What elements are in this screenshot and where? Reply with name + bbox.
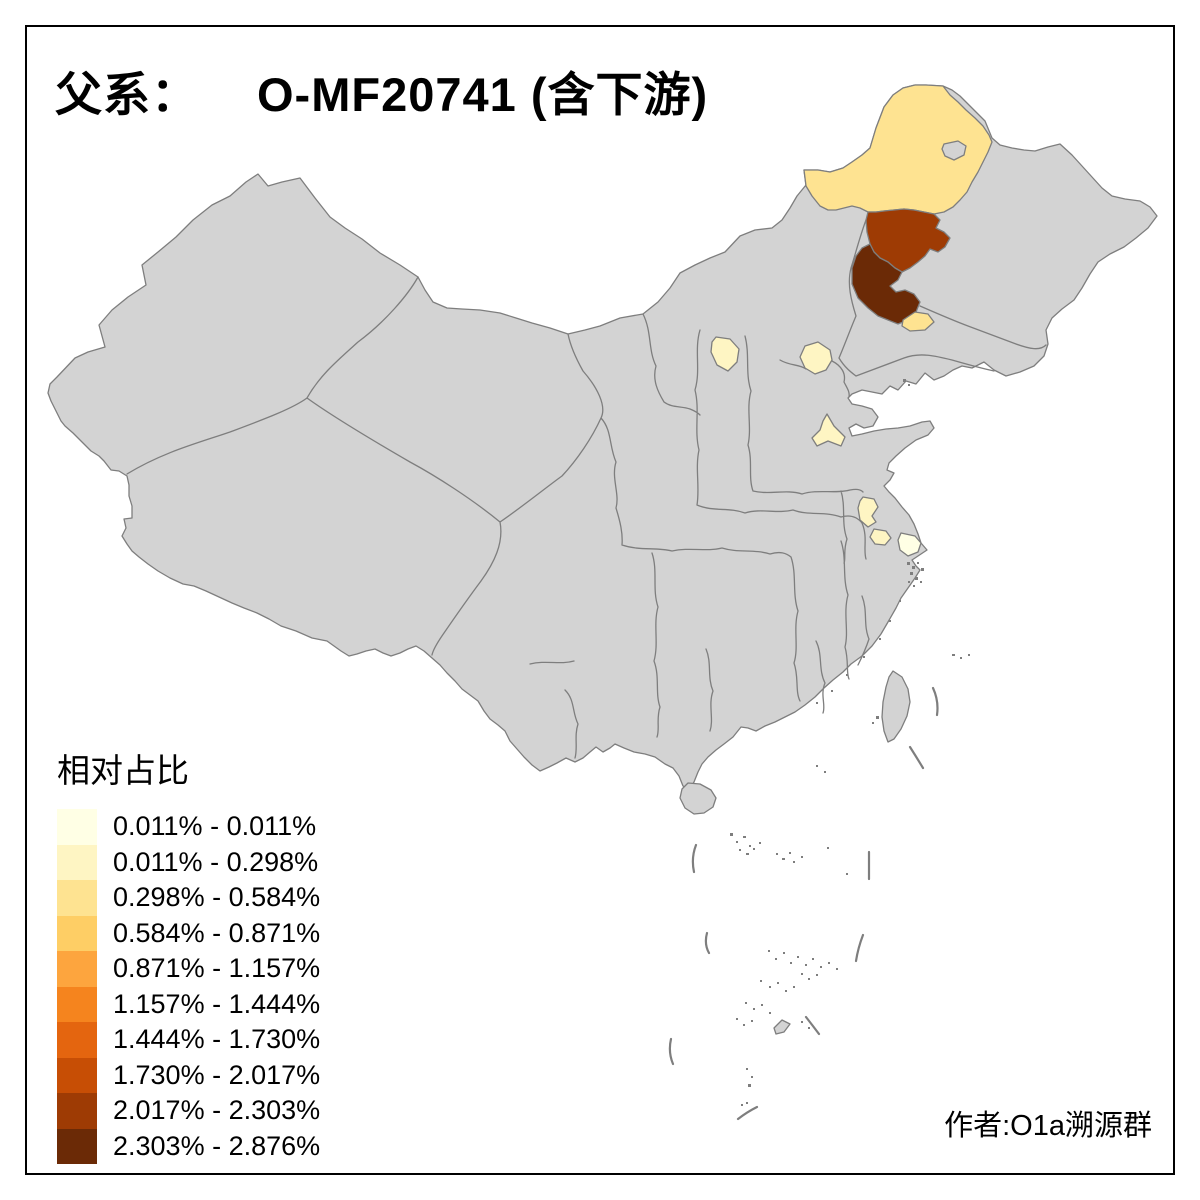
legend-entries: 0.011% - 0.011% 0.011% - 0.298% 0.298% - 0…: [57, 809, 320, 1164]
taiwan-island-region: [881, 670, 911, 743]
legend-label-4: 0.584% - 0.871%: [113, 917, 321, 948]
legend-swatch-8: [57, 1057, 97, 1093]
region-beijing-pale: [799, 341, 833, 375]
legend-swatch-10: [57, 1128, 97, 1164]
map-layer: [47, 84, 1158, 1121]
legend-row-5: 0.871% - 1.157%: [57, 951, 320, 987]
hainan-island-region: [679, 782, 717, 815]
legend-row-1: 0.011% - 0.011%: [57, 809, 320, 845]
map-title-prefix: 父系：: [55, 68, 199, 121]
region-jiangsu-south-pale: [869, 528, 892, 546]
legend-row-6: 1.157% - 1.444%: [57, 986, 321, 1022]
region-shandong-pale: [811, 413, 846, 447]
legend-label-7: 1.444% - 1.730%: [113, 1024, 321, 1055]
region-northeast-small-yellow: [901, 311, 935, 332]
small-islet-polygon: [773, 1019, 791, 1035]
legend-row-10: 2.303% - 2.876%: [57, 1128, 321, 1164]
legend-label-3: 0.298% - 0.584%: [113, 882, 321, 913]
region-north-central-pale: [710, 336, 740, 372]
legend-swatch-2: [57, 844, 97, 880]
legend-swatch-9: [57, 1093, 97, 1129]
region-shanghai-palest: [897, 532, 922, 557]
legend-row-8: 1.730% - 2.017%: [57, 1057, 321, 1093]
legend-label-5: 0.871% - 1.157%: [113, 953, 321, 984]
legend-row-7: 1.444% - 1.730%: [57, 1022, 320, 1058]
legend-swatch-1: [57, 809, 97, 845]
legend-row-9: 2.017% - 2.303%: [57, 1093, 320, 1129]
region-far-northeast-large-yellow: [803, 84, 993, 215]
author-credit: 作者:O1a溯源群: [944, 1110, 1152, 1142]
legend-swatch-7: [57, 1022, 97, 1058]
legend-swatch-4: [57, 915, 97, 951]
legend-label-8: 1.730% - 2.017%: [113, 1059, 321, 1090]
legend-swatch-3: [57, 880, 97, 916]
legend: 相对占比 0.011% - 0.011% 0.011% - 0.298% 0.298…: [57, 744, 320, 1164]
legend-label-2: 0.011% - 0.298%: [113, 846, 319, 877]
legend-label-10: 2.303% - 2.876%: [113, 1130, 321, 1161]
legend-row-3: 0.298% - 0.584%: [57, 880, 320, 916]
nine-dash-line-segments: [668, 686, 939, 1121]
legend-label-1: 0.011% - 0.011%: [113, 811, 317, 842]
map-title: 父系： O-MF20741 (含下游): [55, 56, 708, 125]
legend-swatch-5: [57, 951, 97, 987]
legend-label-6: 1.157% - 1.444%: [113, 988, 321, 1019]
legend-title: 相对占比: [57, 752, 189, 789]
region-jiangsu-north-pale: [857, 496, 879, 528]
legend-row-4: 0.584% - 0.871%: [57, 915, 321, 951]
region-gray-enclave-in-yellow: [941, 140, 967, 161]
province-borders: [126, 219, 1047, 759]
region-northeast-dark-brown: [851, 243, 921, 325]
legend-swatch-6: [57, 986, 97, 1022]
map-title-haplogroup: O-MF20741 (含下游): [257, 68, 709, 121]
legend-row-2: 0.011% - 0.298%: [57, 844, 320, 880]
legend-label-9: 2.017% - 2.303%: [113, 1095, 321, 1126]
